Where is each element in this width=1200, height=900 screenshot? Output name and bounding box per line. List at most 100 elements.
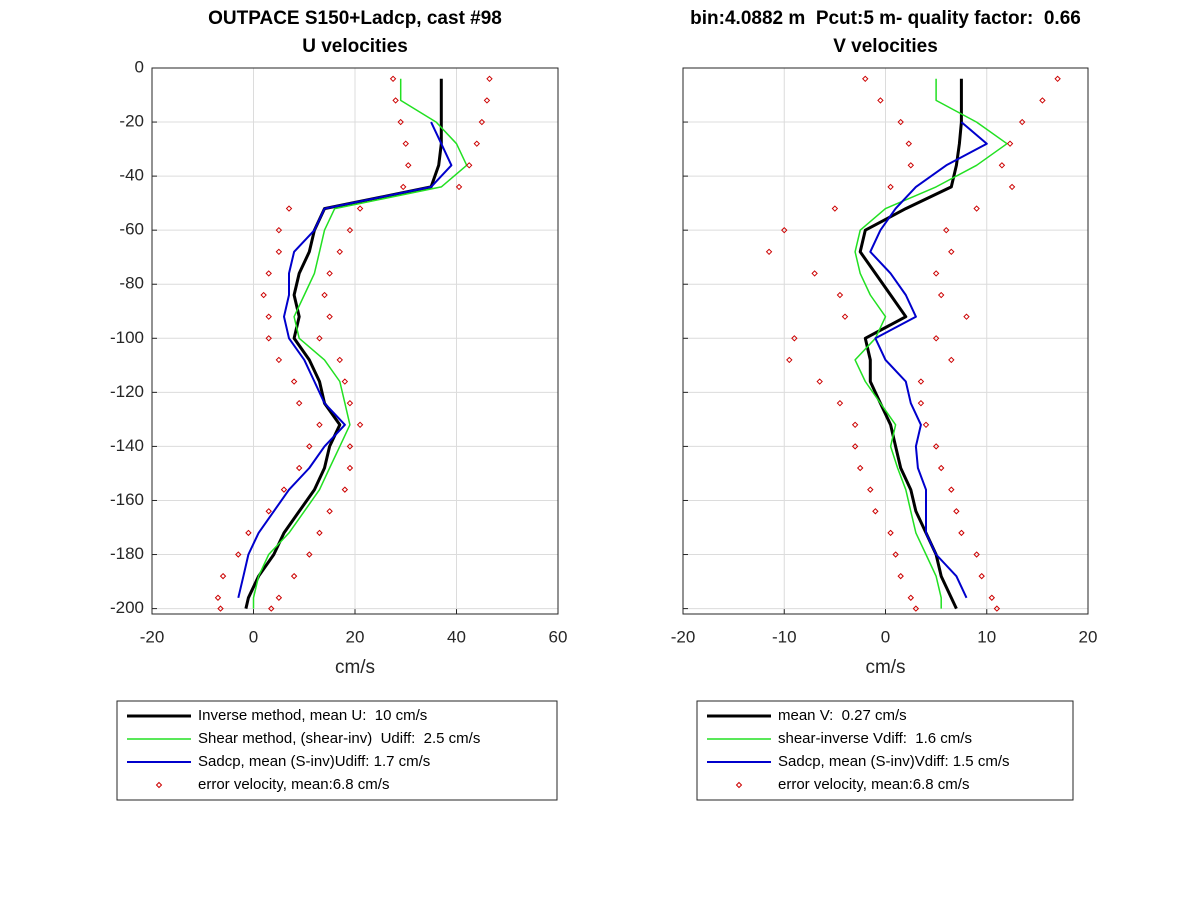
error-marker <box>316 421 323 428</box>
error-marker <box>306 443 313 450</box>
legend-label: mean V: 0.27 cm/s <box>778 707 907 724</box>
error-marker <box>465 162 473 169</box>
y-tick-label: -160 <box>110 490 144 509</box>
error-marker <box>958 529 965 537</box>
data-line <box>858 78 963 610</box>
x-tick-label: -20 <box>140 627 165 646</box>
error-marker <box>356 205 364 212</box>
error-marker <box>280 486 288 493</box>
error-marker <box>478 118 486 126</box>
error-marker <box>973 205 980 212</box>
error-marker <box>336 248 343 256</box>
x-tick-label: 20 <box>1079 627 1098 646</box>
x-tick-label: -10 <box>772 627 797 646</box>
error-marker <box>877 97 884 104</box>
chart-subtitle: V velocities <box>833 36 938 57</box>
error-marker <box>326 508 333 515</box>
error-marker <box>486 75 493 83</box>
error-marker <box>295 464 303 472</box>
error-marker <box>851 443 859 450</box>
x-tick-label: 0 <box>881 627 890 646</box>
y-tick-label: -140 <box>110 436 144 455</box>
error-marker <box>937 291 945 299</box>
error-marker <box>1054 75 1061 83</box>
error-marker <box>346 399 354 407</box>
error-marker <box>786 356 793 364</box>
error-marker <box>917 399 925 407</box>
error-marker <box>235 551 242 558</box>
y-tick-label: -120 <box>110 382 144 401</box>
axes-box <box>682 67 1089 615</box>
legend-label: Sadcp, mean (S-inv)Udiff: 1.7 cm/s <box>198 753 430 770</box>
error-marker <box>897 118 904 126</box>
error-marker <box>1018 118 1026 126</box>
error-marker <box>275 248 283 256</box>
error-marker <box>455 183 463 191</box>
error-marker <box>473 140 481 147</box>
error-marker <box>265 335 272 342</box>
y-tick-label: 0 <box>135 57 144 76</box>
error-marker <box>781 226 788 234</box>
error-marker <box>290 378 298 385</box>
x-tick-label: 60 <box>549 627 568 646</box>
error-marker <box>862 75 869 83</box>
error-marker <box>816 378 823 385</box>
data-line <box>244 78 443 609</box>
error-marker <box>856 464 864 472</box>
error-marker <box>791 335 798 342</box>
data-line <box>854 78 1008 609</box>
y-tick-label: -40 <box>119 166 144 185</box>
error-marker <box>397 118 404 126</box>
data-line <box>252 78 468 609</box>
error-marker <box>217 605 224 612</box>
legend-label: error velocity, mean:6.8 cm/s <box>778 776 969 793</box>
x-axis-label: cm/s <box>335 657 375 678</box>
error-marker <box>943 226 950 234</box>
legend-label: Sadcp, mean (S-inv)Vdiff: 1.5 cm/s <box>778 753 1009 770</box>
error-marker <box>214 594 222 601</box>
legend-marker <box>155 781 163 789</box>
error-marker <box>988 594 996 601</box>
error-marker <box>948 248 955 256</box>
y-tick-label: -200 <box>110 598 144 617</box>
error-marker <box>907 594 915 601</box>
error-marker <box>932 443 940 450</box>
x-axis-label: cm/s <box>865 657 905 678</box>
data-line <box>869 121 988 599</box>
error-marker <box>326 270 333 277</box>
error-marker <box>483 97 491 104</box>
chart-title: bin:4.0882 m Pcut:5 m- quality factor: 0… <box>690 8 1081 29</box>
axes-box <box>151 67 559 615</box>
error-marker <box>285 205 293 212</box>
error-marker <box>922 421 930 428</box>
error-marker <box>831 205 839 212</box>
error-marker <box>836 399 844 407</box>
error-marker <box>841 313 849 320</box>
legend-label: Shear method, (shear-inv) Udiff: 2.5 cm/… <box>198 730 480 747</box>
error-marker <box>405 162 412 169</box>
error-marker <box>326 313 333 320</box>
error-marker <box>993 605 1001 612</box>
legend-label: error velocity, mean:6.8 cm/s <box>198 776 389 793</box>
error-marker <box>953 508 960 515</box>
error-marker <box>265 508 272 515</box>
error-marker <box>912 605 920 612</box>
error-marker <box>341 378 349 385</box>
error-marker <box>1039 97 1046 104</box>
error-marker <box>887 529 894 537</box>
x-tick-label: 40 <box>447 627 466 646</box>
error-marker <box>892 551 899 558</box>
error-marker <box>275 356 283 364</box>
error-marker <box>306 551 313 558</box>
error-marker <box>872 508 879 515</box>
error-marker <box>346 464 354 472</box>
legend-marker <box>735 781 743 789</box>
error-marker <box>336 356 343 364</box>
x-tick-label: 0 <box>249 627 258 646</box>
error-marker <box>963 313 970 320</box>
error-marker <box>836 291 844 299</box>
error-marker <box>948 356 955 364</box>
y-tick-label: -180 <box>110 544 144 563</box>
error-marker <box>998 162 1006 169</box>
